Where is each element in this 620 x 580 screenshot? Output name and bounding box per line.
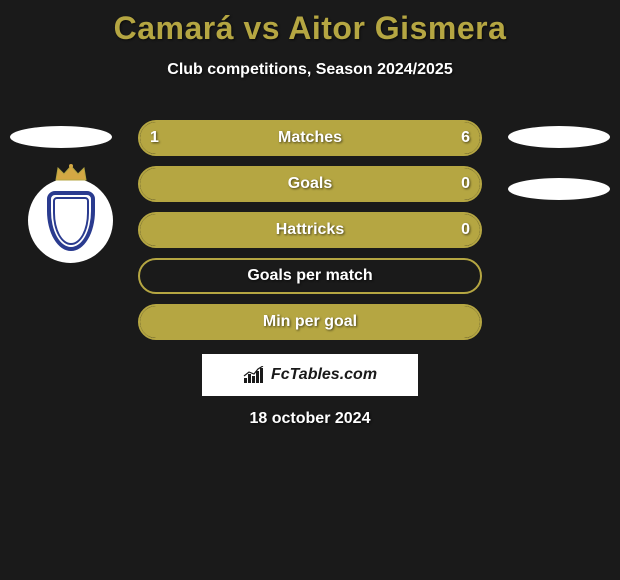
shield-icon (47, 191, 95, 251)
club-badge (28, 178, 113, 263)
stat-bar-hattricks: Hattricks 0 (138, 212, 482, 248)
stat-bar-min-per-goal: Min per goal (138, 304, 482, 340)
stats-bars: 1 Matches 6 Goals 0 Hattricks 0 Goals pe… (138, 120, 482, 350)
bar-fill-full (140, 168, 480, 200)
bar-fill-left (140, 122, 188, 154)
stat-label: Goals per match (140, 267, 480, 285)
stat-right-value: 0 (461, 175, 470, 193)
page-title: Camará vs Aitor Gismera (0, 0, 620, 47)
crown-icon (54, 164, 88, 182)
bar-fill-full (140, 214, 480, 246)
stat-right-value: 6 (461, 129, 470, 147)
player-left-ellipse (10, 126, 112, 148)
subtitle: Club competitions, Season 2024/2025 (0, 61, 620, 79)
stat-left-value: 1 (150, 129, 159, 147)
date-text: 18 october 2024 (0, 410, 620, 428)
bar-fill-right (188, 122, 480, 154)
stat-right-value: 0 (461, 221, 470, 239)
player-right-ellipse-1 (508, 126, 610, 148)
bar-chart-icon (243, 366, 265, 384)
player-right-ellipse-2 (508, 178, 610, 200)
fctables-logo: FcTables.com (202, 354, 418, 396)
stat-bar-matches: 1 Matches 6 (138, 120, 482, 156)
stat-bar-goals-per-match: Goals per match (138, 258, 482, 294)
logo-text: FcTables.com (271, 366, 377, 384)
bar-fill-full (140, 306, 480, 338)
stat-bar-goals: Goals 0 (138, 166, 482, 202)
